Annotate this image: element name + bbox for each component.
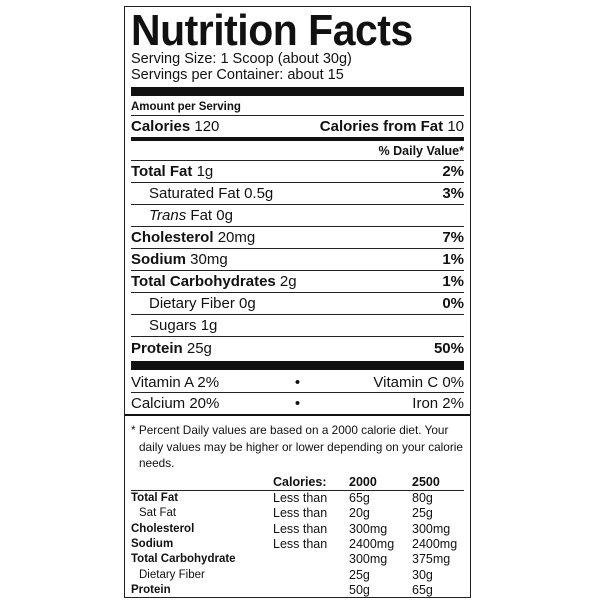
vitamin-row: Vitamin A 2% • Vitamin C 0% <box>131 372 464 393</box>
reference-2000: 20g <box>349 506 370 521</box>
reference-2000: 25g <box>349 567 370 582</box>
divider <box>125 414 470 416</box>
reference-name: Total Carbohydrate <box>131 553 236 566</box>
reference-2500: 375mg <box>412 552 451 567</box>
reference-header: Calories: 2000 2500 <box>131 474 464 491</box>
reference-cond <box>273 567 349 582</box>
nutrient-dv: 1% <box>442 251 464 268</box>
daily-value-header: % Daily Value* <box>131 141 464 161</box>
footnote: * Percent Daily values are based on a 20… <box>131 423 463 470</box>
reference-cond: Less than <box>273 521 328 536</box>
header-2500: 2500 <box>412 474 464 491</box>
calories-from-fat-value: 10 <box>447 118 464 135</box>
nutrient-row-sugars: Sugars 1g <box>131 315 464 337</box>
nutrient-amount: 2g <box>279 273 297 290</box>
servings-per-container: Servings per Container: about 15 <box>131 67 344 83</box>
nutrient-row-cholesterol: Cholesterol 20mg 7% <box>131 227 464 249</box>
reference-2000: 2400mg <box>349 537 395 552</box>
calories-value: 120 <box>194 118 220 135</box>
reference-name: Protein <box>131 583 171 596</box>
reference-cond <box>273 552 349 567</box>
reference-row: Protein 50g 65g <box>131 582 464 597</box>
nutrient-name: Sodium <box>131 251 186 268</box>
reference-name: Cholesterol <box>131 522 195 535</box>
reference-2500: 30g <box>412 567 433 582</box>
calories-label: Calories <box>131 118 191 135</box>
nutrient-name: Trans <box>149 207 187 224</box>
reference-name: Sodium <box>131 538 174 551</box>
reference-2000: 65g <box>349 491 370 506</box>
daily-reference-table: Calories: 2000 2500 Total Fat Less than 65… <box>131 474 464 598</box>
nutrient-amount: 1g <box>196 163 214 180</box>
reference-row: Sodium Less than 2400mg 2400mg <box>131 536 464 551</box>
calories-from-fat-label: Calories from Fat <box>319 118 444 135</box>
nutrient-name: Sugars <box>149 317 197 334</box>
amount-per-serving: Amount per Serving <box>131 101 241 113</box>
nutrient-dv: 50% <box>433 339 464 357</box>
bullet: • <box>294 395 301 412</box>
reference-row: Total Fat Less than 65g 80g <box>131 491 464 506</box>
reference-2500: 300mg <box>412 521 451 536</box>
nutrient-dv: 7% <box>442 229 464 246</box>
vitamin-c: Vitamin C 0% <box>373 373 464 391</box>
iron: Iron 2% <box>412 395 464 412</box>
serving-size: Serving Size: 1 Scoop (about 30g) <box>131 51 352 67</box>
vitamin-row: Calcium 20% • Iron 2% <box>131 393 464 414</box>
nutrient-amount: 20mg <box>217 229 256 246</box>
reference-cond: Less than <box>273 506 328 521</box>
reference-row: Total Carbohydrate 300mg 375mg <box>131 552 464 567</box>
reference-name: Sat Fat <box>139 507 177 520</box>
nutrient-row-total-carbohydrates: Total Carbohydrates 2g 1% <box>131 271 464 293</box>
reference-2500: 25g <box>412 506 433 521</box>
divider-medium <box>131 137 464 141</box>
reference-2000: 300mg <box>349 521 388 536</box>
calories-header: Calories: <box>273 474 349 491</box>
nutrient-dv: 3% <box>442 185 464 202</box>
nutrient-name-suffix: Fat <box>190 207 213 224</box>
reference-row: Dietary Fiber 25g 30g <box>131 567 464 582</box>
nutrient-amount: 0g <box>216 207 233 224</box>
vitamin-a: Vitamin A 2% <box>131 373 220 391</box>
reference-cond: Less than <box>273 537 328 552</box>
nutrient-row-trans-fat: Trans Fat 0g <box>131 205 464 227</box>
header-2000: 2000 <box>349 474 412 491</box>
nutrient-name: Protein <box>131 339 183 357</box>
label-title: Nutrition Facts <box>131 6 413 55</box>
nutrient-name: Dietary Fiber <box>149 295 235 312</box>
reference-cond <box>273 582 349 597</box>
nutrient-name: Total Fat <box>131 163 193 180</box>
nutrient-amount: 0.5g <box>244 185 274 202</box>
reference-2500: 2400mg <box>412 537 458 552</box>
nutrient-dv: 2% <box>442 163 464 180</box>
reference-name: Dietary Fiber <box>139 568 205 581</box>
nutrient-amount: 30mg <box>190 251 228 268</box>
divider-thick <box>131 87 464 96</box>
bullet: • <box>294 373 301 391</box>
nutrient-name: Cholesterol <box>131 229 214 246</box>
nutrient-name: Saturated Fat <box>149 185 240 202</box>
nutrient-row-total-fat: Total Fat 1g 2% <box>131 161 464 183</box>
nutrient-name: Total Carbohydrates <box>131 273 276 290</box>
reference-cond: Less than <box>273 491 328 506</box>
nutrient-row-sodium: Sodium 30mg 1% <box>131 249 464 271</box>
nutrient-row-dietary-fiber: Dietary Fiber 0g 0% <box>131 293 464 315</box>
reference-2500: 80g <box>412 491 433 506</box>
reference-row: Cholesterol Less than 300mg 300mg <box>131 521 464 536</box>
reference-name: Total Fat <box>131 492 179 505</box>
reference-2000: 300mg <box>349 552 388 567</box>
nutrient-amount: 0g <box>239 295 256 312</box>
nutrient-dv: 0% <box>442 295 464 312</box>
nutrition-facts-label: Nutrition Facts Serving Size: 1 Scoop (a… <box>124 6 471 598</box>
nutrient-amount: 1g <box>200 317 218 334</box>
nutrient-dv: 1% <box>442 273 464 290</box>
nutrient-row-saturated-fat: Saturated Fat 0.5g 3% <box>131 183 464 205</box>
reference-2000: 50g <box>349 582 370 597</box>
reference-2500: 65g <box>412 582 433 597</box>
nutrient-row-protein: Protein 25g 50% <box>131 337 464 359</box>
divider-thick <box>131 361 464 370</box>
reference-row: Sat Fat Less than 20g 25g <box>131 506 464 521</box>
calcium: Calcium 20% <box>131 395 220 412</box>
nutrient-amount: 25g <box>186 339 212 357</box>
calories-row: Calories 120 Calories from Fat 10 <box>131 115 464 137</box>
